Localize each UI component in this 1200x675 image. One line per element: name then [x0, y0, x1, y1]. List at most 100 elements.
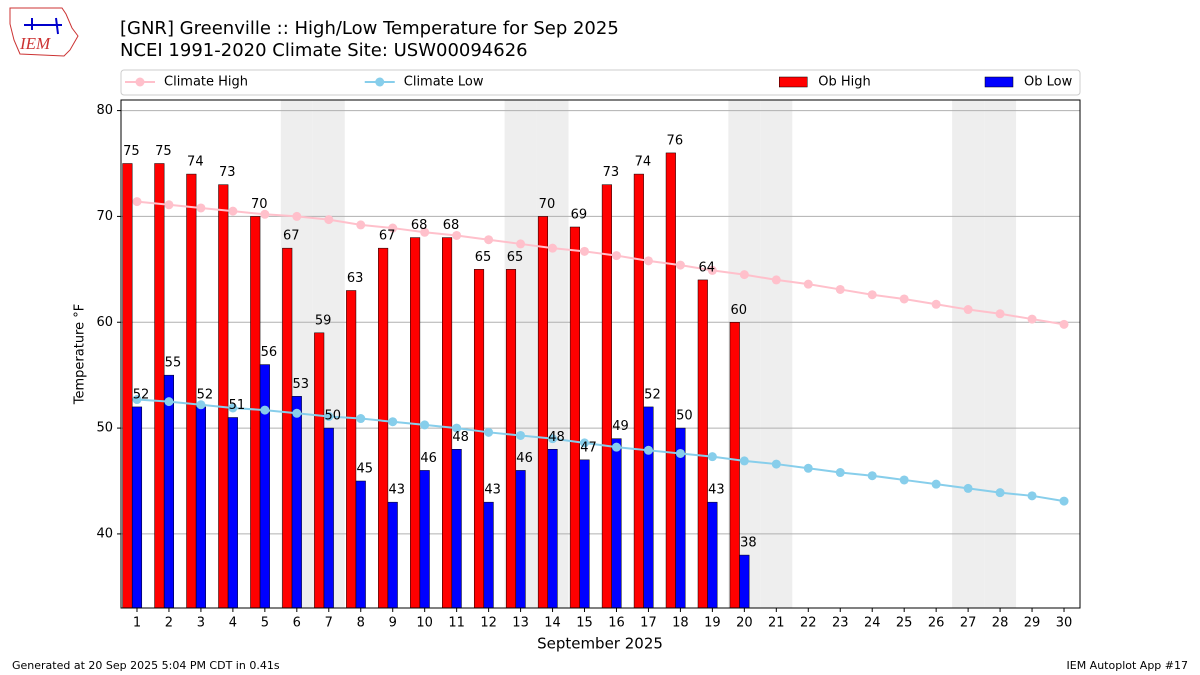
data-label: 47 [580, 440, 597, 455]
x-tick-label: 3 [197, 616, 205, 631]
point [707, 452, 717, 462]
x-tick-label: 29 [1024, 616, 1041, 631]
bar [355, 480, 366, 609]
footer-left: Generated at 20 Sep 2025 5:04 PM CDT in … [12, 659, 280, 672]
bar [697, 279, 708, 609]
point [484, 427, 494, 437]
x-tick-label: 22 [800, 616, 817, 631]
data-label: 59 [315, 313, 332, 328]
bar [186, 173, 197, 609]
legend-swatch [984, 76, 1014, 88]
bar [505, 269, 517, 609]
data-label: 48 [548, 430, 565, 445]
point [611, 251, 621, 261]
point [867, 290, 877, 300]
point [196, 400, 206, 410]
plot-frame [120, 99, 1081, 609]
legend-marker [135, 77, 145, 87]
point [803, 279, 813, 289]
point [356, 414, 366, 424]
line [136, 200, 1065, 326]
data-label: 48 [452, 430, 469, 445]
y-tick-label: 60 [96, 315, 113, 330]
x-tick-label: 5 [261, 616, 269, 631]
legend-box [120, 69, 1081, 96]
weekend-band [760, 100, 793, 608]
data-label: 56 [261, 345, 278, 360]
bar [707, 501, 718, 609]
data-label: 74 [187, 155, 204, 170]
legend-label: Ob High [818, 75, 871, 90]
point [580, 438, 590, 448]
point [580, 246, 590, 256]
x-tick-label: 26 [928, 616, 945, 631]
data-label: 64 [699, 260, 716, 275]
point [931, 299, 941, 309]
bar [378, 247, 389, 609]
point [356, 220, 366, 230]
line [136, 398, 1065, 503]
data-label: 49 [612, 419, 629, 434]
logo-line [55, 17, 59, 35]
data-label: 51 [229, 398, 246, 413]
x-tick-label: 12 [480, 616, 497, 631]
point [835, 284, 845, 294]
point [963, 305, 973, 315]
x-tick-label: 8 [357, 616, 365, 631]
point [1027, 314, 1037, 324]
bar [218, 184, 229, 609]
data-label: 60 [730, 303, 747, 318]
bar [250, 216, 261, 609]
data-label: 67 [283, 229, 300, 244]
point [771, 459, 781, 469]
data-label: 52 [644, 387, 661, 402]
point [324, 215, 334, 225]
bar [601, 184, 612, 609]
point [388, 417, 398, 427]
point [899, 294, 909, 304]
x-tick-label: 20 [736, 616, 753, 631]
x-tick-label: 23 [832, 616, 849, 631]
point [675, 448, 685, 458]
point [292, 408, 302, 418]
data-label: 50 [676, 409, 693, 424]
bar [282, 247, 293, 609]
point [420, 420, 430, 430]
data-label: 75 [155, 144, 172, 159]
point [548, 243, 558, 253]
point [899, 475, 909, 485]
data-label: 46 [516, 451, 533, 466]
data-label: 38 [740, 536, 757, 551]
data-label: 75 [123, 144, 140, 159]
data-label: 65 [507, 250, 524, 265]
point [1059, 496, 1069, 506]
point [324, 411, 334, 421]
x-tick-label: 30 [1056, 616, 1073, 631]
bar [154, 163, 165, 609]
point [675, 260, 685, 270]
bar [259, 364, 270, 609]
x-tick-label: 28 [992, 616, 1009, 631]
point [196, 203, 206, 213]
x-tick-label: 2 [165, 616, 173, 631]
point [931, 479, 941, 489]
data-label: 52 [133, 387, 150, 402]
x-tick-label: 24 [864, 616, 881, 631]
data-label: 53 [293, 377, 310, 392]
point [643, 445, 653, 455]
logo-text: IEM [19, 34, 51, 53]
data-label: 45 [356, 462, 373, 477]
data-label: 74 [635, 155, 652, 170]
x-tick-label: 16 [608, 616, 625, 631]
point [260, 209, 270, 219]
x-tick-label: 4 [229, 616, 237, 631]
point [260, 405, 270, 415]
data-label: 55 [165, 356, 182, 371]
point [867, 471, 877, 481]
x-tick-label: 6 [293, 616, 301, 631]
bar [729, 322, 740, 609]
data-label: 65 [475, 250, 492, 265]
point [292, 211, 302, 221]
legend-marker [375, 77, 385, 87]
bar [665, 152, 676, 609]
